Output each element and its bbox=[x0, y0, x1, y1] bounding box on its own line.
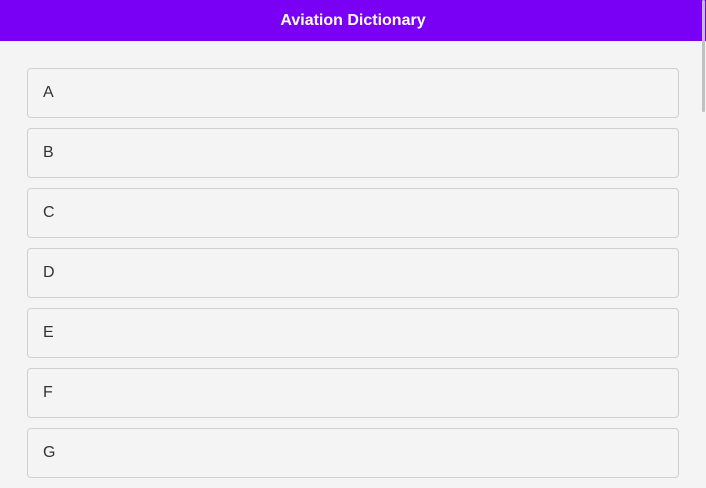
letter-item-e[interactable]: E bbox=[27, 308, 679, 358]
app-header: Aviation Dictionary bbox=[0, 0, 706, 41]
letter-item-d[interactable]: D bbox=[27, 248, 679, 298]
letter-item-b[interactable]: B bbox=[27, 128, 679, 178]
letter-label: G bbox=[43, 444, 56, 461]
letter-label: E bbox=[43, 324, 54, 341]
letter-item-c[interactable]: C bbox=[27, 188, 679, 238]
scrollbar-thumb[interactable] bbox=[702, 0, 705, 112]
letter-list: A B C D E F G bbox=[27, 68, 679, 488]
scrollbar[interactable] bbox=[700, 0, 706, 460]
letter-label: D bbox=[43, 264, 55, 281]
letter-label: B bbox=[43, 144, 54, 161]
page-title: Aviation Dictionary bbox=[280, 11, 426, 29]
letter-label: C bbox=[43, 204, 55, 221]
letter-item-a[interactable]: A bbox=[27, 68, 679, 118]
letter-label: A bbox=[43, 84, 54, 101]
letter-item-f[interactable]: F bbox=[27, 368, 679, 418]
letter-label: F bbox=[43, 384, 53, 401]
letter-item-g[interactable]: G bbox=[27, 428, 679, 478]
